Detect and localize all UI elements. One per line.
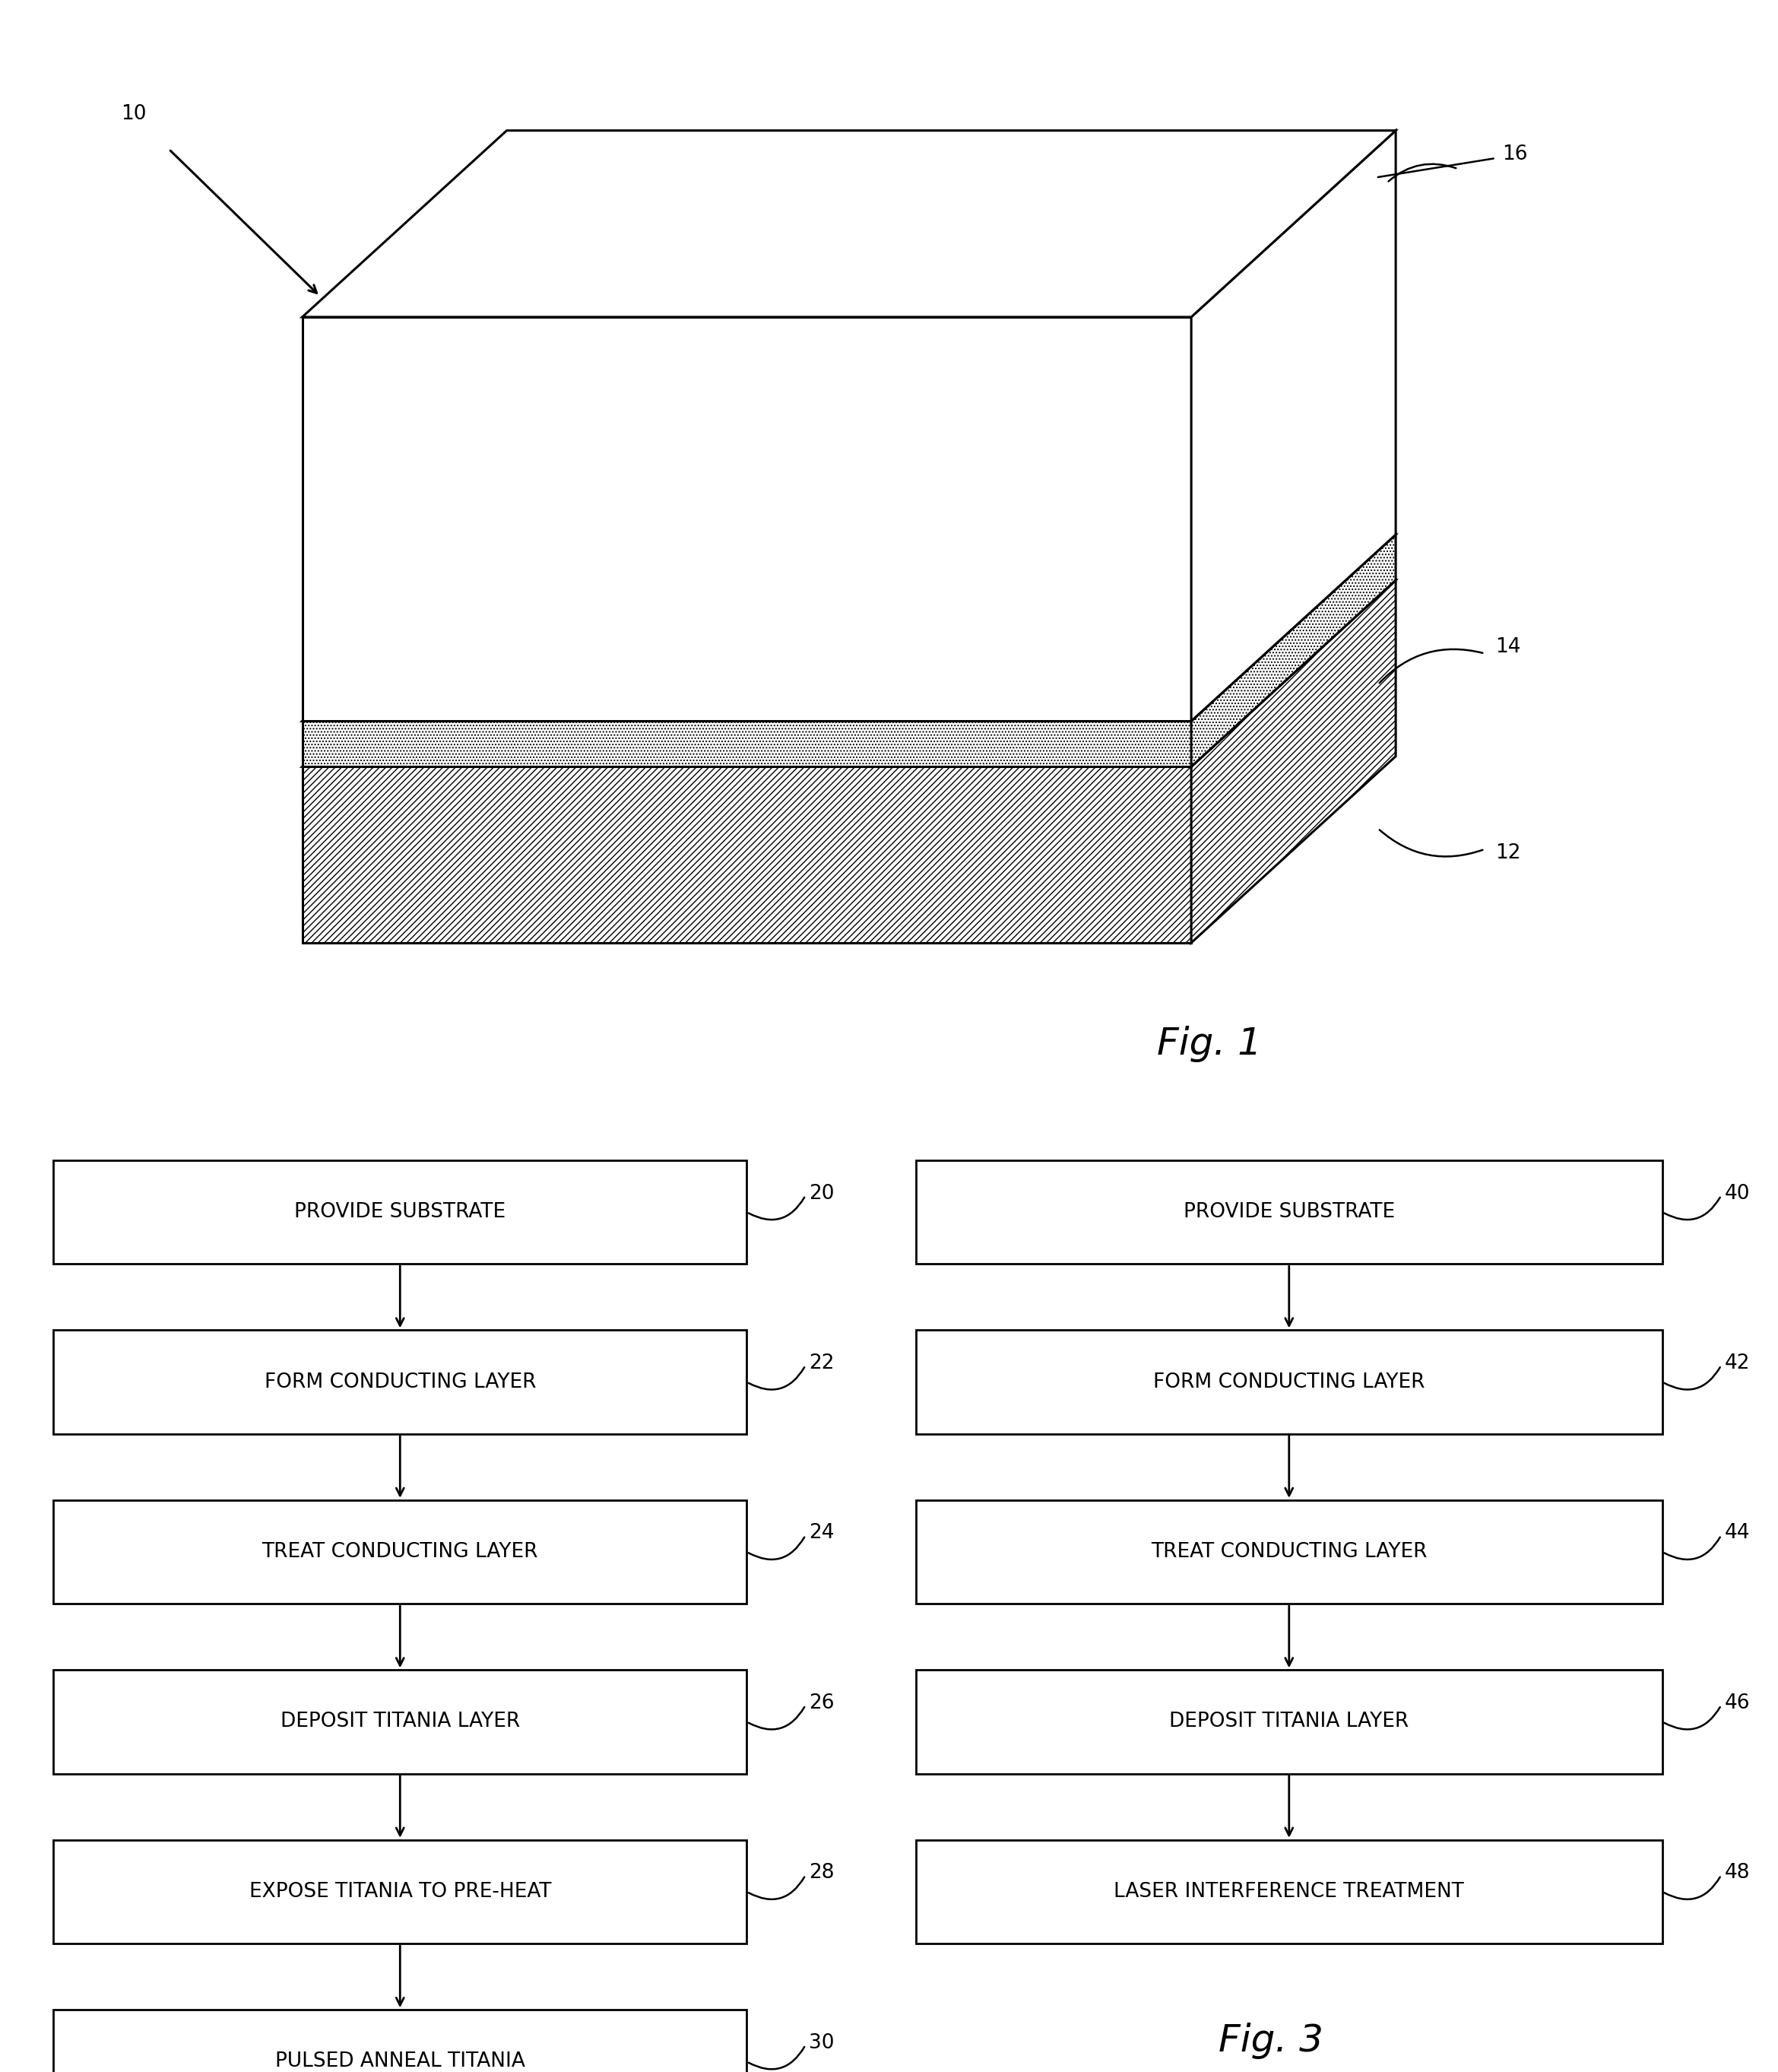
Text: DEPOSIT TITANIA LAYER: DEPOSIT TITANIA LAYER: [281, 1711, 519, 1732]
Bar: [916, 1670, 1662, 1774]
Bar: [916, 1330, 1662, 1434]
Text: PROVIDE SUBSTRATE: PROVIDE SUBSTRATE: [1184, 1202, 1394, 1222]
Text: 40: 40: [1725, 1183, 1750, 1204]
Polygon shape: [302, 535, 1396, 721]
Text: DEPOSIT TITANIA LAYER: DEPOSIT TITANIA LAYER: [1170, 1711, 1408, 1732]
Bar: [53, 1330, 747, 1434]
Bar: [916, 1840, 1662, 1944]
Text: 24: 24: [809, 1523, 834, 1544]
Polygon shape: [1191, 580, 1396, 943]
Bar: [53, 1840, 747, 1944]
Polygon shape: [302, 767, 1191, 943]
Text: FORM CONDUCTING LAYER: FORM CONDUCTING LAYER: [265, 1372, 535, 1392]
Text: 10: 10: [121, 104, 146, 124]
Text: 44: 44: [1725, 1523, 1750, 1544]
Text: PULSED ANNEAL TITANIA: PULSED ANNEAL TITANIA: [276, 2051, 525, 2072]
Bar: [916, 1500, 1662, 1604]
Text: FORM CONDUCTING LAYER: FORM CONDUCTING LAYER: [1154, 1372, 1424, 1392]
Text: Fig. 1: Fig. 1: [1157, 1026, 1261, 1063]
Text: 48: 48: [1725, 1863, 1750, 1883]
Text: Fig. 3: Fig. 3: [1220, 2022, 1323, 2060]
Polygon shape: [302, 580, 1396, 767]
Polygon shape: [302, 317, 1191, 721]
Text: TREAT CONDUCTING LAYER: TREAT CONDUCTING LAYER: [1150, 1542, 1428, 1562]
Text: 28: 28: [809, 1863, 834, 1883]
Polygon shape: [1191, 131, 1396, 721]
Text: 42: 42: [1725, 1353, 1750, 1374]
Text: 30: 30: [809, 2033, 834, 2053]
Text: 22: 22: [809, 1353, 834, 1374]
Text: 16: 16: [1502, 145, 1527, 164]
Text: 12: 12: [1495, 843, 1520, 864]
Polygon shape: [302, 721, 1191, 767]
Bar: [53, 1670, 747, 1774]
Bar: [916, 1160, 1662, 1264]
Bar: [53, 1160, 747, 1264]
Text: 26: 26: [809, 1693, 834, 1714]
Text: 14: 14: [1495, 638, 1520, 657]
Text: TREAT CONDUCTING LAYER: TREAT CONDUCTING LAYER: [261, 1542, 539, 1562]
Text: 20: 20: [809, 1183, 834, 1204]
Text: LASER INTERFERENCE TREATMENT: LASER INTERFERENCE TREATMENT: [1113, 1881, 1465, 1902]
Bar: [53, 1500, 747, 1604]
Text: 46: 46: [1725, 1693, 1750, 1714]
Text: PROVIDE SUBSTRATE: PROVIDE SUBSTRATE: [295, 1202, 505, 1222]
Polygon shape: [1191, 535, 1396, 767]
Text: EXPOSE TITANIA TO PRE-HEAT: EXPOSE TITANIA TO PRE-HEAT: [249, 1881, 551, 1902]
Polygon shape: [302, 131, 1396, 317]
Bar: [53, 2010, 747, 2072]
